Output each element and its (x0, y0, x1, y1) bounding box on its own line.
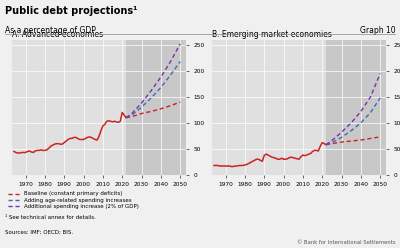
Text: ¹ See technical annex for details.: ¹ See technical annex for details. (5, 215, 96, 219)
Text: © Bank for International Settlements: © Bank for International Settlements (296, 240, 395, 245)
Text: Sources: IMF; OECD; BIS.: Sources: IMF; OECD; BIS. (5, 230, 73, 235)
Text: B. Emerging market economies: B. Emerging market economies (212, 30, 332, 39)
Text: Public debt projections¹: Public debt projections¹ (5, 6, 137, 16)
Bar (126, 40, 186, 175)
Text: A. Advanced economies: A. Advanced economies (12, 30, 103, 39)
Bar (326, 40, 386, 175)
Text: As a percentage of GDP: As a percentage of GDP (5, 26, 96, 35)
Text: Graph 10: Graph 10 (360, 26, 395, 35)
Legend: Baseline (constant primary deficits), Adding age-related spending increases, Add: Baseline (constant primary deficits), Ad… (8, 191, 139, 209)
